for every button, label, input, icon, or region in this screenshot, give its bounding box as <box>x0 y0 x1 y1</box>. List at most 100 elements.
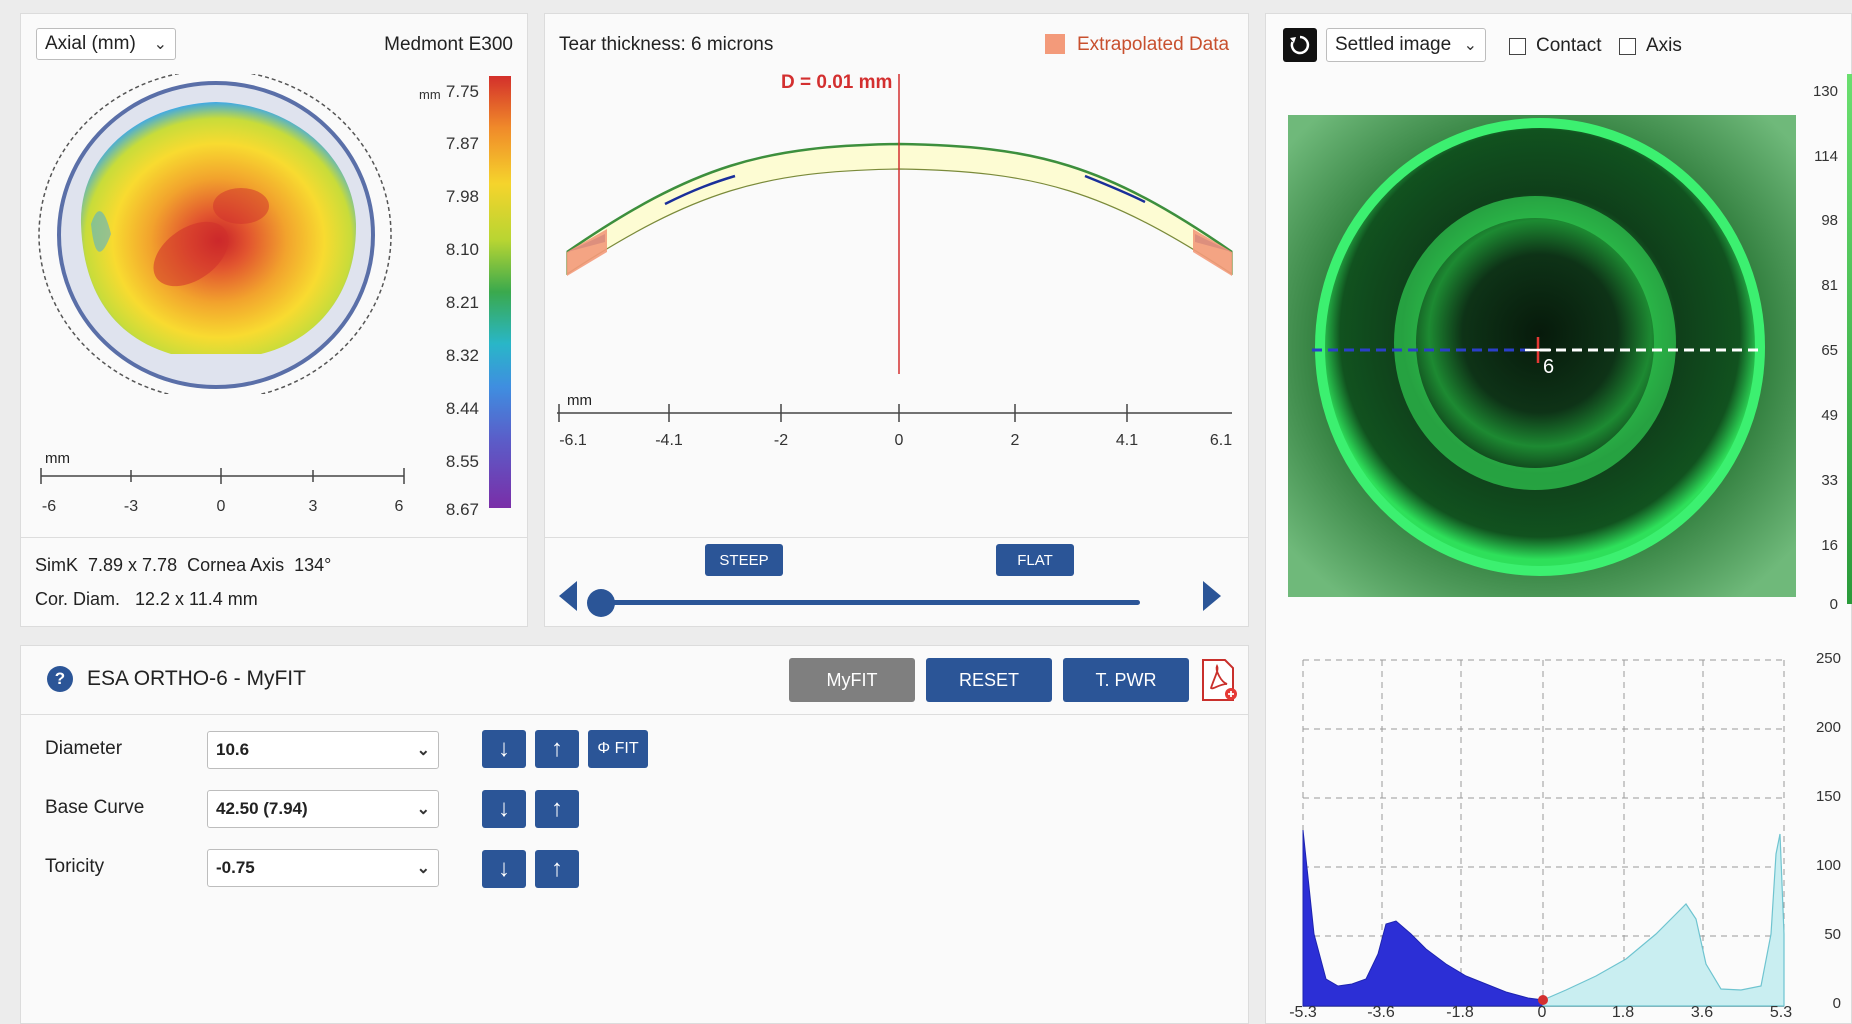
scale-value: 8.21 <box>445 293 479 312</box>
steep-button[interactable]: STEEP <box>705 544 783 576</box>
toricity-down-button[interactable]: ↓ <box>482 850 526 888</box>
eye-panel: Settled image ⌄ Contact Axis <box>1265 13 1852 1024</box>
cornea-diameter-info: Cor. Diam. 12.2 x 11.4 mm <box>35 589 258 609</box>
extrapolated-legend-swatch <box>1045 34 1065 54</box>
scale-value: 8.55 <box>445 452 479 471</box>
fluorescein-eye-image <box>1288 115 1796 597</box>
extrapolated-legend-label: Extrapolated Data <box>1077 34 1230 55</box>
help-icon[interactable]: ? <box>47 666 73 692</box>
profile-axis-tick: 0 <box>894 432 904 449</box>
fit-panel: ? ESA ORTHO-6 - MyFIT MyFIT RESET T. PWR… <box>20 645 1249 1024</box>
profile-axis-unit: mm <box>567 392 592 409</box>
scale-value: 8.32 <box>445 346 479 365</box>
divider <box>545 537 1248 538</box>
scale-value: 7.87 <box>445 134 479 153</box>
pdf-export-icon[interactable] <box>1199 658 1239 702</box>
lens-profile-chart <box>557 74 1233 422</box>
simk-info: SimK 7.89 x 7.78 Cornea Axis 134° <box>35 555 332 575</box>
base-curve-up-button[interactable]: ↑ <box>535 790 579 828</box>
axis-unit: mm <box>45 450 70 467</box>
axis-tick: 6 <box>394 498 404 515</box>
base-curve-label: Base Curve <box>45 797 145 818</box>
axial-topography-map <box>38 74 392 394</box>
profile-axis-tick: -4.1 <box>655 432 683 449</box>
view-select-value: Settled image <box>1335 34 1452 55</box>
base-curve-select[interactable]: 42.50 (7.94) ⌄ <box>207 790 439 828</box>
arrow-up-icon: ↑ <box>551 795 563 822</box>
contact-checkbox[interactable] <box>1509 38 1526 55</box>
toricity-up-button[interactable]: ↑ <box>535 850 579 888</box>
slider-left-icon[interactable] <box>557 579 579 613</box>
histogram-y-tick: 0 <box>1832 995 1841 1012</box>
axis-checkbox[interactable] <box>1619 38 1636 55</box>
histogram-y-tick: 150 <box>1815 788 1841 805</box>
view-select[interactable]: Settled image ⌄ <box>1326 28 1486 62</box>
axis-tick: 3 <box>308 498 318 515</box>
chevron-down-icon: ⌄ <box>416 801 430 818</box>
axis-tick: 0 <box>216 498 226 515</box>
reset-button[interactable]: RESET <box>926 658 1052 702</box>
histogram-y-tick: 50 <box>1824 926 1841 943</box>
topography-panel: Axial (mm) ⌄ Medmont E300 mm 7.75 7.87 7… <box>20 13 528 627</box>
scale-value: 7.98 <box>445 187 479 206</box>
profile-axis-tick: 4.1 <box>1115 432 1139 449</box>
histogram-y-tick: 100 <box>1815 857 1841 874</box>
device-label: Medmont E300 <box>384 34 513 55</box>
histogram-x-tick: -5.3 <box>1289 1004 1317 1021</box>
histogram-y-tick: 200 <box>1815 719 1841 736</box>
chevron-down-icon: ⌄ <box>416 860 430 877</box>
scale-unit: mm <box>419 87 441 102</box>
profile-axis-tick: 6.1 <box>1209 432 1233 449</box>
intensity-tick: 130 <box>1812 83 1838 100</box>
toricity-label: Toricity <box>45 856 105 877</box>
chevron-down-icon: ⌄ <box>153 36 167 53</box>
profile-slider-track[interactable] <box>600 600 1140 605</box>
fit-title: ESA ORTHO-6 - MyFIT <box>87 667 306 690</box>
chevron-down-icon: ⌄ <box>416 742 430 759</box>
chevron-down-icon: ⌄ <box>1463 37 1477 54</box>
eye-marker-label: 6 <box>1543 356 1555 378</box>
divider <box>21 714 1248 715</box>
axis-tick: -3 <box>123 498 139 515</box>
histogram-y-tick: 250 <box>1815 650 1841 667</box>
diameter-up-button[interactable]: ↑ <box>535 730 579 768</box>
intensity-histogram <box>1302 659 1785 1007</box>
toricity-select[interactable]: -0.75 ⌄ <box>207 849 439 887</box>
tpwr-button[interactable]: T. PWR <box>1063 658 1189 702</box>
profile-axis-tick: -6.1 <box>559 432 587 449</box>
intensity-tick: 0 <box>1829 596 1838 613</box>
intensity-tick: 114 <box>1814 148 1838 165</box>
profile-axis-tick: -2 <box>773 432 789 449</box>
myfit-button[interactable]: MyFIT <box>789 658 915 702</box>
scale-value: 8.44 <box>445 399 479 418</box>
intensity-tick: 33 <box>1821 472 1838 489</box>
slider-right-icon[interactable] <box>1201 579 1223 613</box>
intensity-tick: 98 <box>1821 212 1838 229</box>
scale-value: 8.10 <box>445 240 479 259</box>
tear-thickness-label: Tear thickness: 6 microns <box>559 34 774 55</box>
axis-label: Axis <box>1646 35 1682 56</box>
distance-label: D = 0.01 mm <box>781 72 893 93</box>
diameter-select[interactable]: 10.6 ⌄ <box>207 731 439 769</box>
intensity-tick: 49 <box>1821 407 1838 424</box>
arrow-up-icon: ↑ <box>551 855 563 882</box>
flat-button[interactable]: FLAT <box>996 544 1074 576</box>
histogram-x-tick: 0 <box>1537 1004 1547 1021</box>
map-type-select[interactable]: Axial (mm) ⌄ <box>36 28 176 60</box>
profile-slider-thumb[interactable] <box>587 589 615 617</box>
diameter-down-button[interactable]: ↓ <box>482 730 526 768</box>
base-curve-down-button[interactable]: ↓ <box>482 790 526 828</box>
arrow-up-icon: ↑ <box>551 735 563 762</box>
histogram-x-tick: 3.6 <box>1690 1004 1714 1021</box>
toricity-value: -0.75 <box>216 858 255 877</box>
histogram-x-tick: -1.8 <box>1446 1004 1474 1021</box>
scale-value: 7.75 <box>445 82 479 101</box>
arrow-down-icon: ↓ <box>498 795 510 822</box>
rotate-icon[interactable] <box>1283 28 1317 62</box>
axis-tick: -6 <box>41 498 57 515</box>
arrow-down-icon: ↓ <box>498 855 510 882</box>
intensity-scale-bar <box>1847 74 1852 604</box>
scale-value: 8.67 <box>445 500 479 519</box>
phi-fit-button[interactable]: Φ FIT <box>588 730 648 768</box>
histogram-x-tick: 1.8 <box>1611 1004 1635 1021</box>
